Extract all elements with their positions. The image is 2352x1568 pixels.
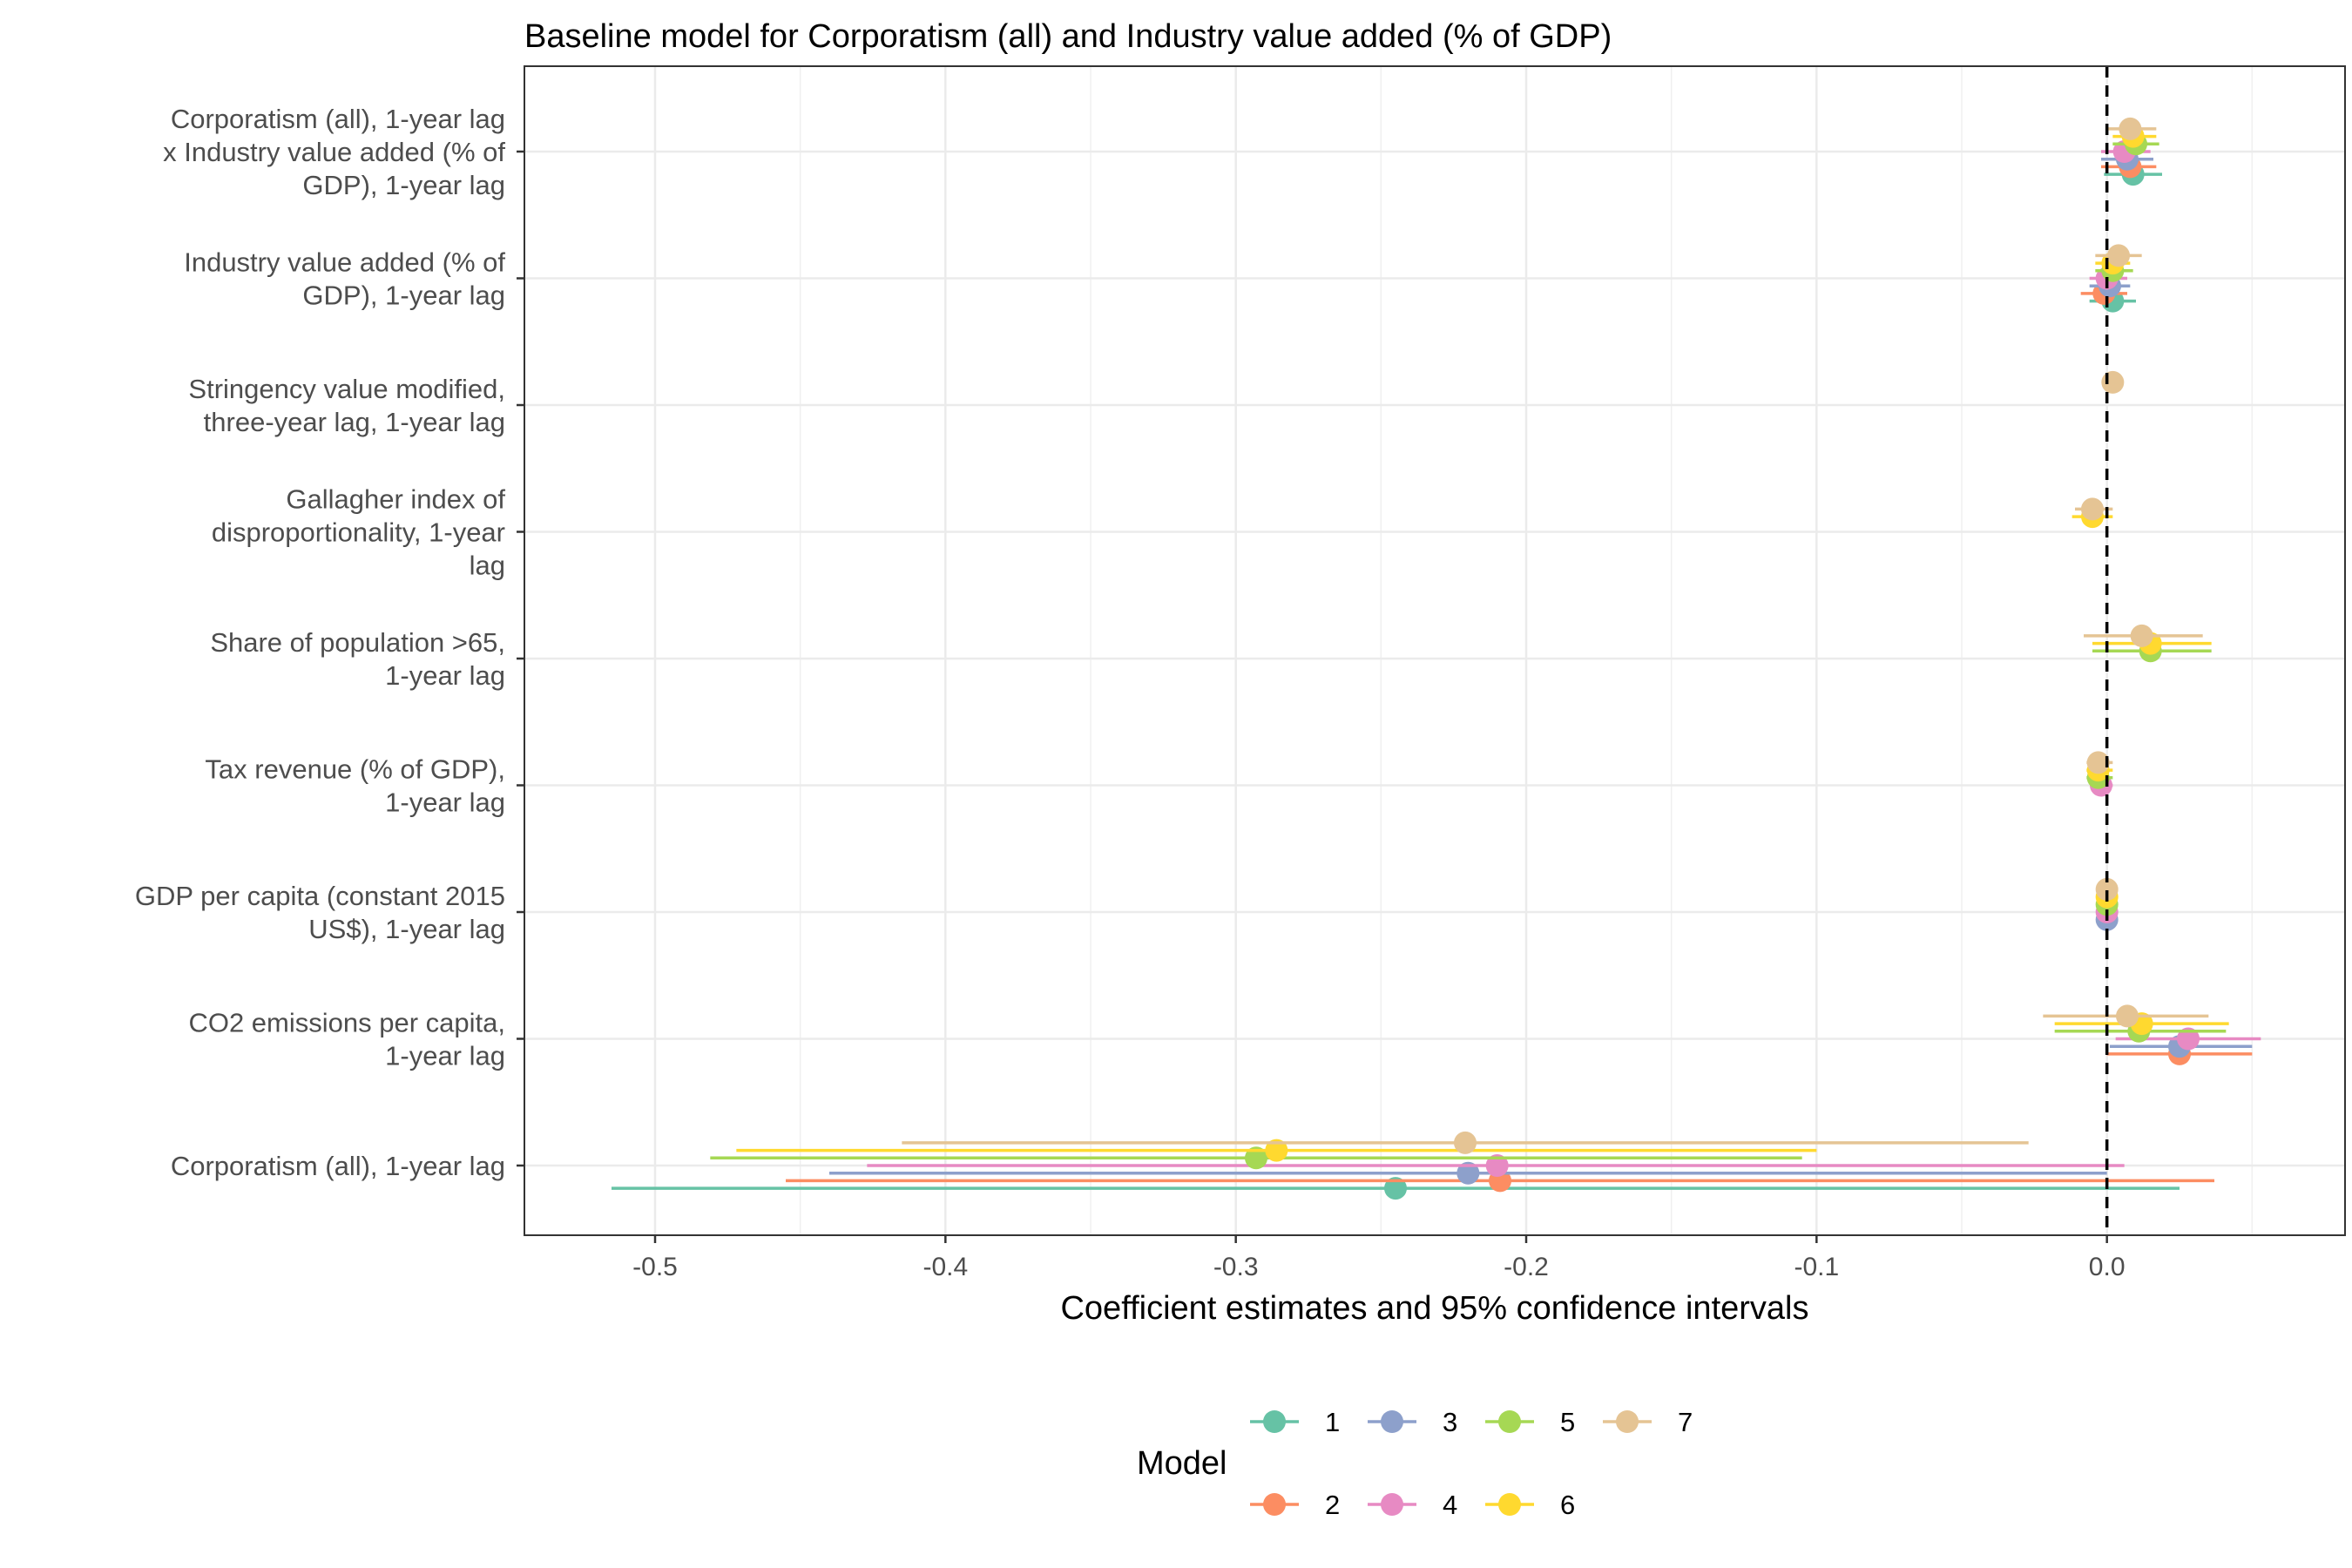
legend-key-point xyxy=(1263,1410,1286,1433)
term-group xyxy=(2080,244,2142,313)
legend-item-3: 3 xyxy=(1368,1407,1457,1437)
x-axis: -0.5 -0.4 -0.3 -0.2 -0.1 0.0 xyxy=(632,1235,2126,1281)
plot-border xyxy=(524,65,2346,1236)
y-tick-label: Stringency value modified, xyxy=(188,374,505,404)
point-model-6 xyxy=(1265,1139,1288,1162)
plot-panel xyxy=(524,66,2345,1235)
y-tick-label: 1-year lag xyxy=(385,787,505,818)
y-tick-label: lag xyxy=(470,551,505,581)
point-model-7 xyxy=(1454,1131,1477,1154)
point-model-7 xyxy=(2107,244,2130,267)
term-group xyxy=(2084,624,2212,663)
x-tick-label: -0.2 xyxy=(1504,1253,1549,1281)
x-tick-label: -0.4 xyxy=(923,1253,968,1281)
legend-item-1: 1 xyxy=(1250,1407,1340,1437)
term-group xyxy=(2101,370,2125,394)
x-tick-label: -0.1 xyxy=(1794,1253,1839,1281)
point-model-7 xyxy=(2086,751,2110,774)
legend-label: 7 xyxy=(1678,1407,1693,1437)
y-tick-label: GDP), 1-year lag xyxy=(302,280,505,311)
y-tick-label: US$), 1-year lag xyxy=(308,914,505,944)
term-group xyxy=(2101,117,2162,186)
legend-item-5: 5 xyxy=(1485,1407,1575,1437)
point-model-7 xyxy=(2081,497,2104,521)
legend-item-2: 2 xyxy=(1250,1490,1340,1520)
term-group xyxy=(2043,1004,2261,1065)
legend-key-point xyxy=(1498,1410,1521,1433)
y-tick-label: 1-year lag xyxy=(385,660,505,691)
legend-label: 1 xyxy=(1325,1407,1340,1437)
x-tick-label: 0.0 xyxy=(2089,1253,2126,1281)
legend: Model 1 2 3 4 5 6 7 xyxy=(1137,1407,1693,1520)
y-tick-label: three-year lag, 1-year lag xyxy=(204,407,505,437)
point-model-7 xyxy=(2119,117,2142,140)
point-model-7 xyxy=(2101,370,2125,394)
legend-item-6: 6 xyxy=(1485,1490,1575,1520)
point-model-4 xyxy=(2177,1027,2200,1051)
x-axis-label: Coefficient estimates and 95% confidence… xyxy=(1060,1290,1808,1327)
legend-key-point xyxy=(1498,1493,1521,1516)
y-tick-label: GDP per capita (constant 2015 xyxy=(135,881,505,911)
x-tick-label: -0.3 xyxy=(1213,1253,1259,1281)
point-model-1 xyxy=(1384,1177,1407,1200)
legend-key-point xyxy=(1381,1493,1403,1516)
y-tick-label: 1-year lag xyxy=(385,1041,505,1071)
legend-label: 2 xyxy=(1325,1490,1340,1520)
y-tick-label: Industry value added (% of xyxy=(184,247,505,278)
y-tick-label: x Industry value added (% of xyxy=(163,137,505,167)
legend-item-7: 7 xyxy=(1603,1407,1693,1437)
term-group xyxy=(2095,877,2119,931)
x-tick-label: -0.5 xyxy=(632,1253,678,1281)
term-group xyxy=(612,1131,2214,1200)
point-model-7 xyxy=(2095,877,2119,901)
legend-item-4: 4 xyxy=(1368,1490,1457,1520)
legend-label: 3 xyxy=(1443,1407,1457,1437)
legend-key-point xyxy=(1263,1493,1286,1516)
y-tick-label: disproportionality, 1-year xyxy=(212,517,505,548)
legend-key-point xyxy=(1381,1410,1403,1433)
point-model-5 xyxy=(1245,1146,1267,1170)
legend-title: Model xyxy=(1137,1445,1227,1482)
point-model-7 xyxy=(2130,624,2153,647)
legend-label: 5 xyxy=(1560,1407,1575,1437)
y-tick-label: Gallagher index of xyxy=(286,484,505,515)
y-tick-label: GDP), 1-year lag xyxy=(302,170,505,200)
legend-label: 4 xyxy=(1443,1490,1457,1520)
term-group xyxy=(2086,751,2113,797)
y-tick-label: CO2 emissions per capita, xyxy=(188,1008,505,1038)
y-tick-label: Corporatism (all), 1-year lag xyxy=(171,1151,505,1181)
legend-label: 6 xyxy=(1560,1490,1575,1520)
point-model-7 xyxy=(2116,1004,2139,1028)
y-tick-label: Share of population >65, xyxy=(210,627,505,658)
minor-gridlines xyxy=(799,66,2254,1235)
legend-key-point xyxy=(1616,1410,1639,1433)
data-marks xyxy=(612,117,2261,1200)
point-model-4 xyxy=(1485,1154,1509,1177)
point-model-3 xyxy=(1456,1161,1480,1185)
y-tick-label: Tax revenue (% of GDP), xyxy=(205,754,505,785)
chart-title: Baseline model for Corporatism (all) and… xyxy=(524,18,1612,55)
y-tick-label: Corporatism (all), 1-year lag xyxy=(171,104,505,134)
